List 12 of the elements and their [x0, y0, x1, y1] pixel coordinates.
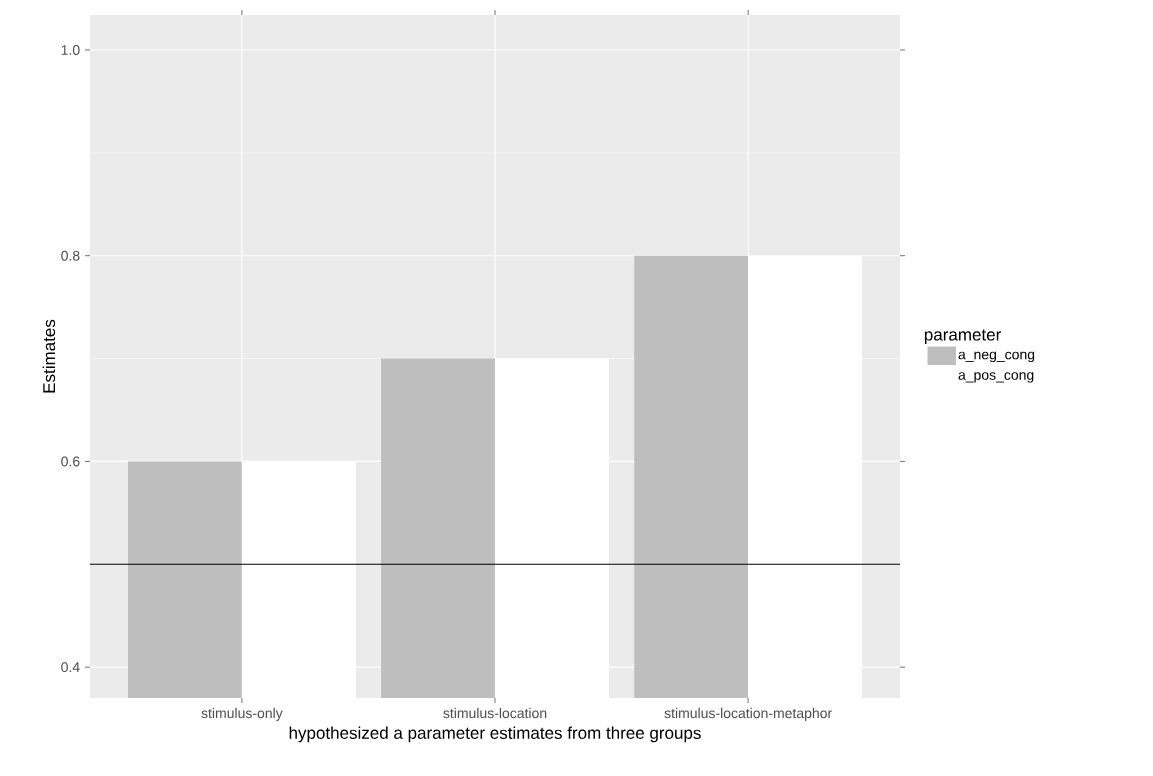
legend-label: a_neg_cong	[958, 351, 1035, 363]
x-axis-title: hypothesized a parameter estimates from three groups	[289, 726, 701, 743]
text: a_pos_cong	[958, 372, 1034, 383]
y-tick-label: 0.4	[61, 662, 80, 673]
legend-title: parameter	[924, 329, 1002, 344]
y-tick-label: 1.0	[61, 45, 80, 55]
x-tick-label: stimulus-location	[443, 707, 547, 719]
x-tick-label: stimulus-only	[201, 707, 283, 721]
x-tick-label: stimulus-location-metaphor	[664, 707, 832, 721]
y-tick-label: 0.6	[61, 456, 80, 467]
y-axis-title: Estimates	[42, 319, 56, 393]
y-tick-label: 0.8	[61, 250, 80, 261]
